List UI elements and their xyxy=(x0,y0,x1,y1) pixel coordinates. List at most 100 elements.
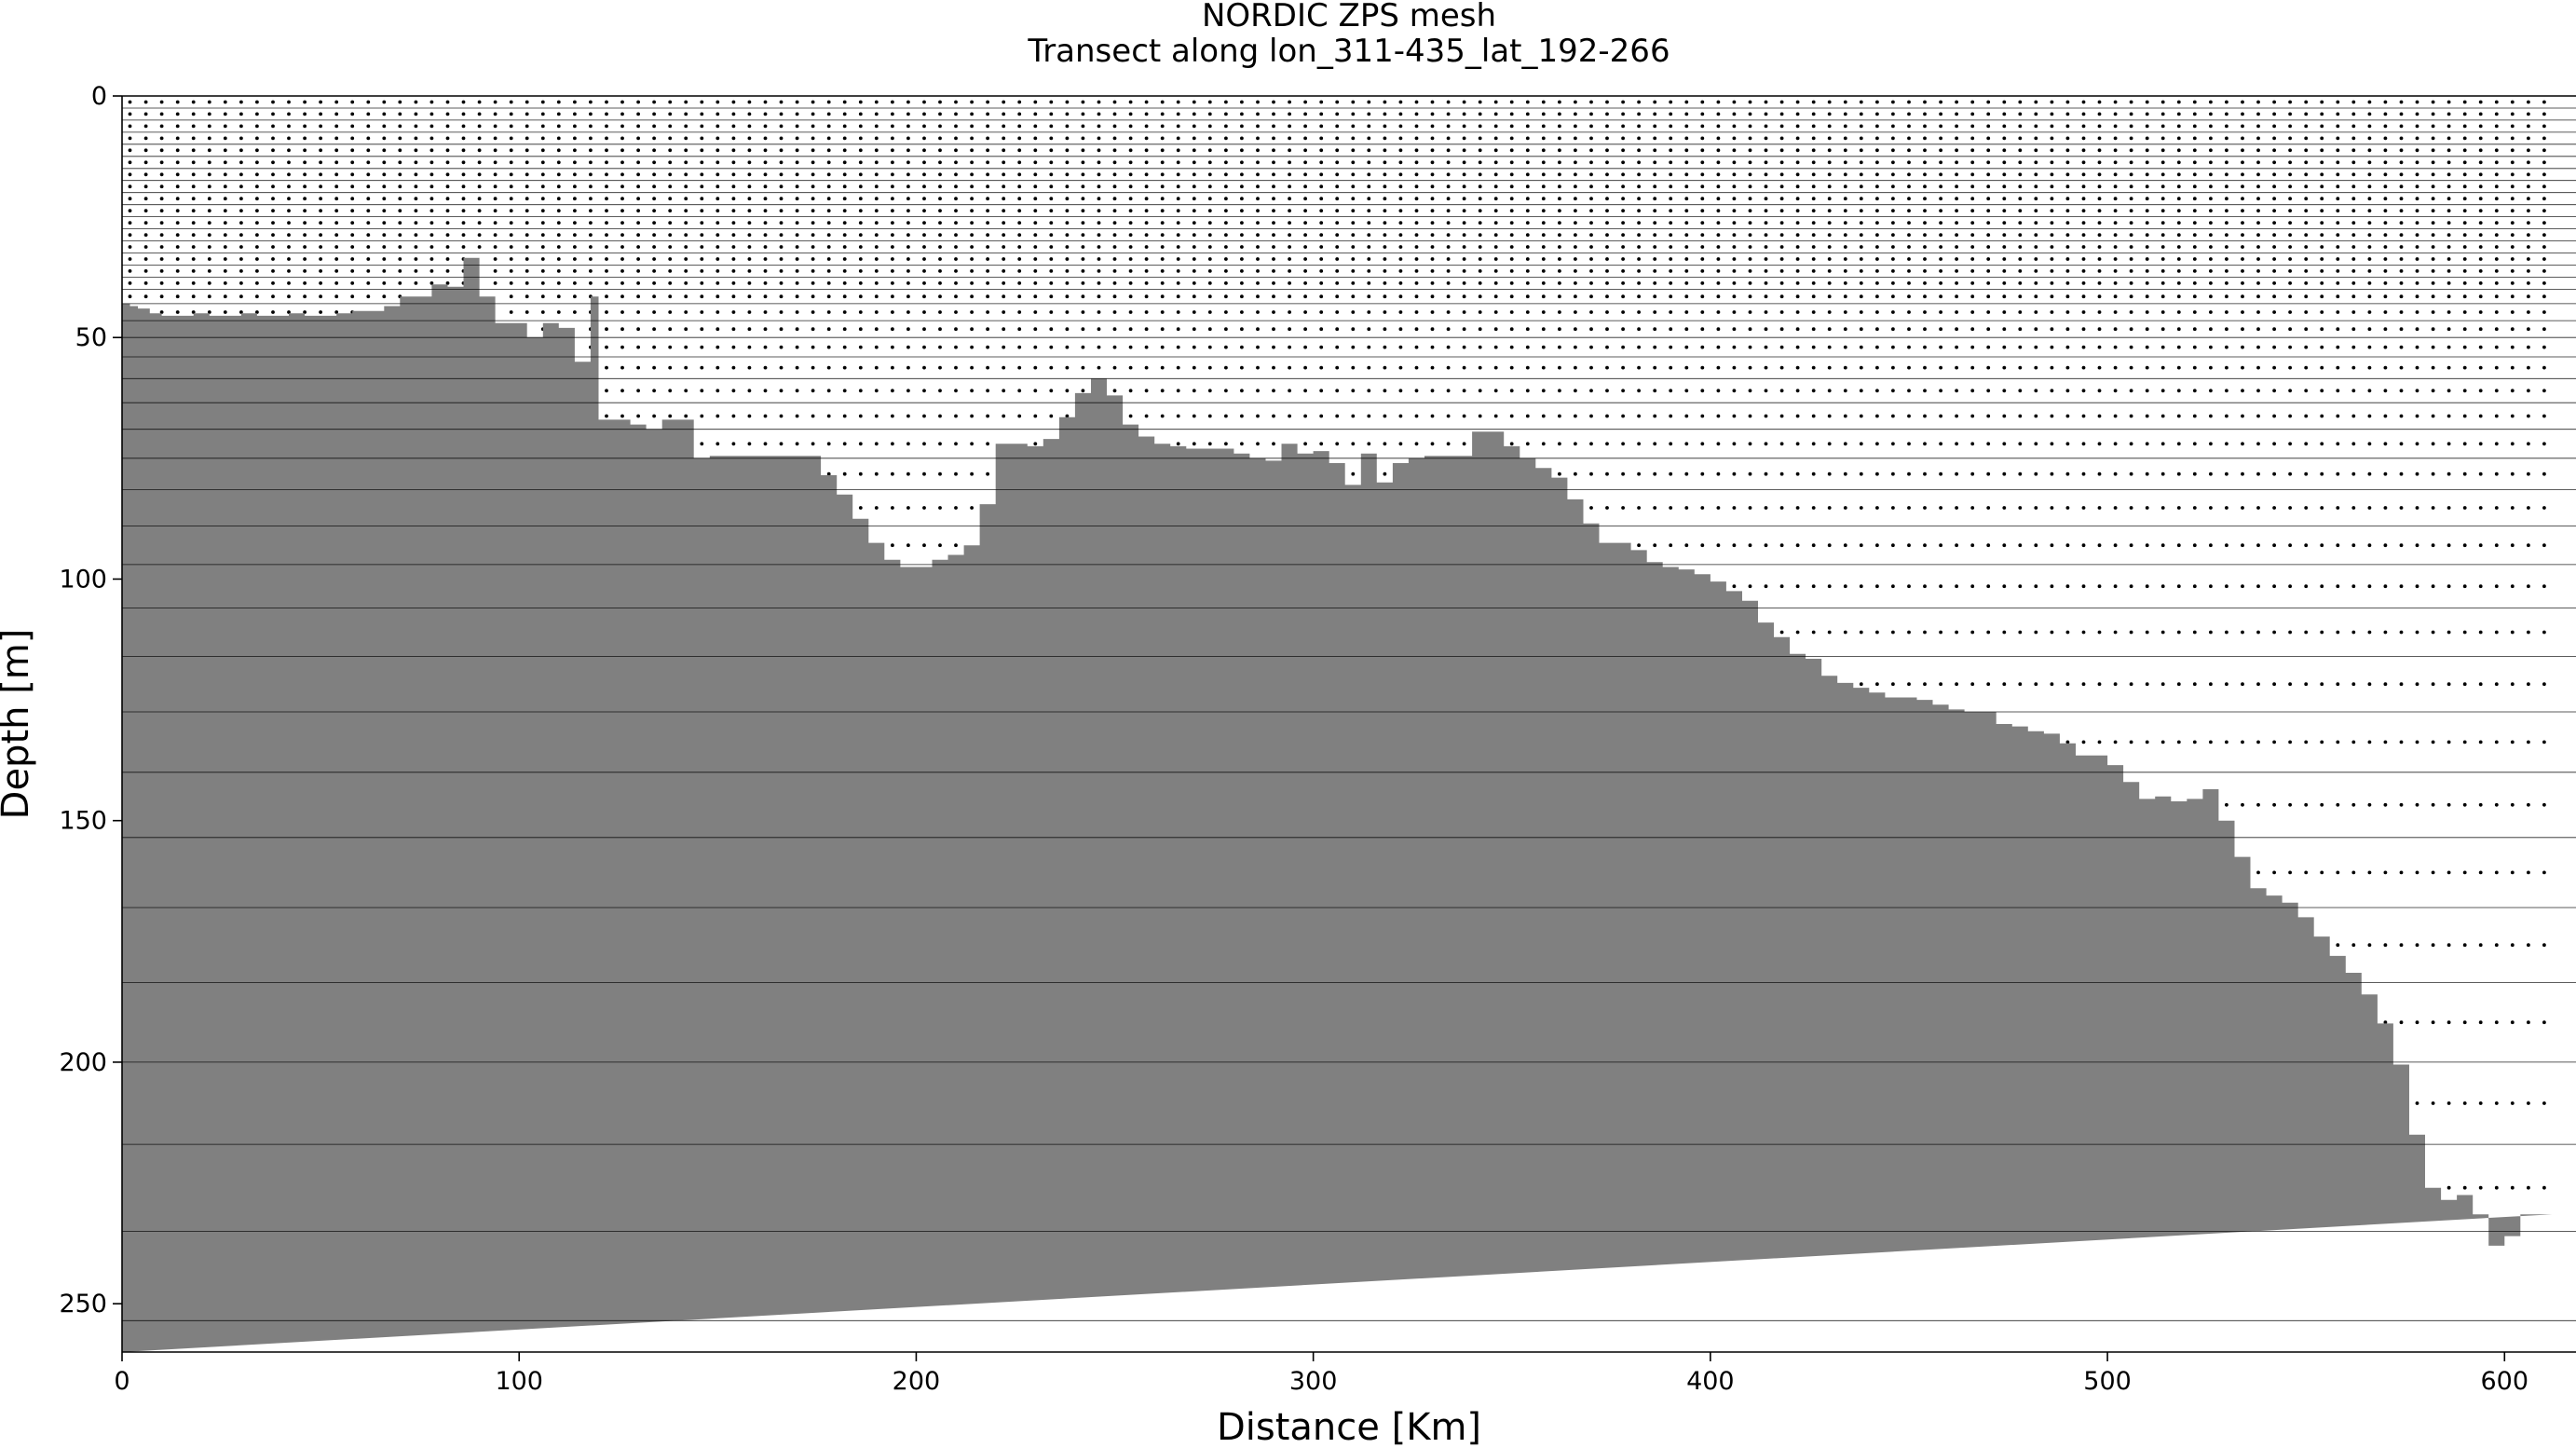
mesh-dot xyxy=(1128,221,1133,225)
mesh-dot xyxy=(175,257,180,261)
mesh-dot xyxy=(2209,281,2213,285)
mesh-dot xyxy=(906,100,910,104)
mesh-dot xyxy=(731,245,736,249)
mesh-dot xyxy=(445,112,450,116)
mesh-dot xyxy=(2272,584,2277,589)
mesh-dot xyxy=(954,136,958,141)
mesh-dot xyxy=(1732,506,1737,510)
mesh-dot xyxy=(1224,269,1228,273)
mesh-dot xyxy=(1176,148,1180,153)
mesh-dot xyxy=(2018,584,2023,589)
mesh-dot xyxy=(1128,209,1133,213)
mesh-dot xyxy=(1843,245,1847,249)
mesh-dot xyxy=(271,124,275,129)
mesh-dot xyxy=(1955,442,1959,446)
mesh-dot xyxy=(1256,389,1260,393)
mesh-dot xyxy=(2113,471,2118,476)
mesh-dot xyxy=(1700,281,1705,285)
mesh-dot xyxy=(1605,294,1609,299)
mesh-dot xyxy=(2272,100,2277,104)
mesh-dot xyxy=(1605,160,1609,165)
mesh-dot xyxy=(2415,281,2419,285)
mesh-dot xyxy=(1605,257,1609,261)
mesh-dot xyxy=(1383,310,1387,314)
mesh-dot xyxy=(684,221,688,225)
mesh-dot xyxy=(2447,327,2451,332)
mesh-dot xyxy=(1176,327,1180,332)
mesh-dot xyxy=(1493,257,1498,261)
mesh-dot xyxy=(1176,172,1180,177)
mesh-dot xyxy=(2542,543,2546,548)
mesh-dot xyxy=(382,269,387,273)
mesh-dot xyxy=(556,197,561,201)
mesh-dot xyxy=(1923,245,1927,249)
mesh-dot xyxy=(1367,365,1371,370)
mesh-dot xyxy=(826,233,831,238)
mesh-dot xyxy=(1525,310,1530,314)
mesh-dot xyxy=(1875,682,1879,687)
mesh-dot xyxy=(1097,124,1101,129)
mesh-dot xyxy=(763,442,768,446)
mesh-dot xyxy=(1811,345,1816,349)
mesh-dot xyxy=(1065,345,1070,349)
mesh-dot xyxy=(2241,172,2244,177)
mesh-dot xyxy=(2542,943,2546,948)
mesh-dot xyxy=(684,124,688,129)
mesh-dot xyxy=(2034,310,2038,314)
mesh-dot xyxy=(1955,630,1959,635)
mesh-dot xyxy=(2542,209,2546,213)
mesh-dot xyxy=(223,281,227,285)
mesh-dot xyxy=(2050,294,2054,299)
mesh-dot xyxy=(1081,172,1085,177)
mesh-dot xyxy=(2097,257,2102,261)
mesh-dot xyxy=(2431,281,2435,285)
mesh-dot xyxy=(1955,197,1959,201)
mesh-dot xyxy=(2256,414,2260,418)
mesh-dot xyxy=(620,112,624,116)
mesh-dot xyxy=(1351,160,1356,165)
mesh-dot xyxy=(1637,543,1641,548)
mesh-dot xyxy=(1192,209,1196,213)
mesh-dot xyxy=(2510,630,2515,635)
mesh-dot xyxy=(1081,365,1085,370)
mesh-dot xyxy=(1017,209,1022,213)
mesh-dot xyxy=(223,209,227,213)
mesh-dot xyxy=(2320,802,2324,807)
mesh-dot xyxy=(1097,294,1101,299)
mesh-dot xyxy=(525,184,529,189)
mesh-dot xyxy=(1764,414,1768,418)
mesh-dot xyxy=(1669,345,1673,349)
mesh-dot xyxy=(1367,100,1371,104)
mesh-dot xyxy=(1811,414,1816,418)
mesh-dot xyxy=(1033,100,1038,104)
mesh-dot xyxy=(1843,281,1847,285)
mesh-dot xyxy=(1033,245,1038,249)
mesh-dot xyxy=(1939,124,1943,129)
mesh-dot xyxy=(1176,184,1180,189)
mesh-dot xyxy=(1478,100,1482,104)
mesh-dot xyxy=(2527,365,2530,370)
x-tick-label: 300 xyxy=(1289,1367,1338,1396)
mesh-dot xyxy=(2510,281,2515,285)
mesh-dot xyxy=(2241,682,2244,687)
mesh-dot xyxy=(1319,414,1324,418)
mesh-dot xyxy=(938,221,942,225)
mesh-dot xyxy=(1700,184,1705,189)
mesh-dot xyxy=(1939,281,1943,285)
mesh-dot xyxy=(2129,310,2133,314)
mesh-dot xyxy=(891,184,894,189)
mesh-dot xyxy=(445,197,450,201)
mesh-dot xyxy=(2097,197,2102,201)
mesh-dot xyxy=(747,310,752,314)
mesh-dot xyxy=(1891,172,1895,177)
mesh-dot xyxy=(2241,100,2244,104)
mesh-dot xyxy=(2065,327,2070,332)
mesh-dot xyxy=(1574,172,1577,177)
mesh-dot xyxy=(414,269,418,273)
mesh-dot xyxy=(1891,124,1895,129)
mesh-dot xyxy=(1414,281,1419,285)
mesh-dot xyxy=(1684,124,1689,129)
mesh-dot xyxy=(1541,136,1546,141)
mesh-dot xyxy=(159,257,164,261)
mesh-dot xyxy=(1525,233,1530,238)
